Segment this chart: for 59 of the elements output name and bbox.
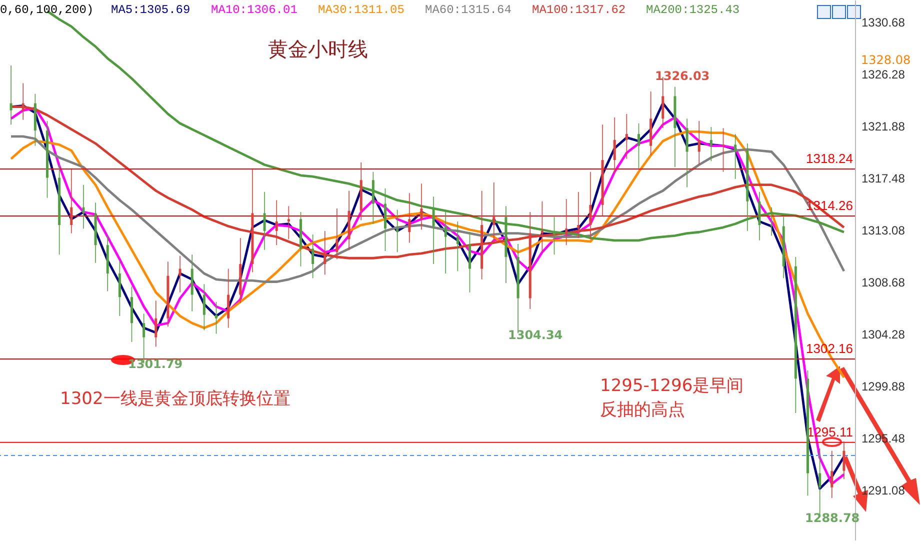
y-tick-label: 1317.48 [862, 171, 906, 186]
y-tick-label: 1308.68 [862, 275, 906, 290]
text: 黄金小时线 [268, 37, 368, 61]
annotation: 1295-1296是早间 [600, 376, 744, 396]
candlestick [456, 221, 459, 272]
candlestick [70, 169, 73, 234]
text: MA10:1306.01 [211, 3, 298, 17]
candlestick [830, 450, 834, 498]
candlestick [565, 198, 568, 246]
candlestick [734, 134, 737, 180]
candlestick [263, 192, 266, 250]
y-tick-label: 1304.28 [862, 328, 906, 342]
candlestick [408, 192, 411, 244]
candlestick [275, 200, 278, 246]
text: MA5:1305.69 [111, 3, 190, 17]
candlestick [698, 120, 700, 166]
candlestick [577, 192, 580, 238]
annotation: 1304.34 [508, 328, 563, 342]
y-tick-label: 1313.08 [862, 223, 906, 238]
candlestick [722, 128, 724, 172]
annotation: 1326.03 [655, 69, 710, 83]
candlestick [82, 184, 85, 229]
candlestick [492, 182, 496, 242]
annotation: 1301.79 [128, 357, 183, 371]
legend-title: 0,60,100,200) [0, 3, 94, 17]
candlestick [202, 284, 206, 331]
candlestick [312, 234, 314, 279]
candlestick [227, 268, 230, 328]
text: MA30:1311.05 [318, 3, 404, 17]
y-tick-label: 1291.08 [862, 484, 906, 498]
ref-line-label: 1318.24 [806, 151, 853, 166]
candlestick [420, 183, 423, 230]
y-tick-label: 1299.88 [862, 380, 906, 394]
text: MA200:1325.43 [646, 3, 740, 17]
annotation: 1288.78 [805, 511, 860, 525]
candlestick [540, 200, 544, 253]
annotation: 1302一线是黄金顶底转换位置 [60, 389, 290, 409]
candlestick [638, 122, 640, 169]
y-tick-label: 1326.28 [862, 67, 906, 82]
candlestick [686, 118, 688, 188]
candlestick [372, 171, 374, 224]
candlestick [287, 206, 290, 240]
candlestick [613, 117, 616, 175]
candlestick [154, 300, 158, 348]
text: MA100:1317.62 [532, 3, 626, 17]
y-tick-label: 1321.88 [862, 119, 906, 134]
candlestick [215, 301, 218, 334]
y-tick-label: 1330.68 [862, 15, 906, 30]
candlestick [118, 260, 121, 316]
candlestick [396, 209, 399, 253]
candlestick [625, 114, 628, 160]
candlestick [842, 440, 846, 480]
candlestick [710, 126, 712, 162]
candlestick [178, 255, 182, 293]
candlestick [589, 171, 592, 240]
candlestick [10, 65, 12, 125]
text: MA60:1315.64 [425, 3, 512, 17]
annotation: 反抽的高点 [600, 400, 685, 420]
text: 1328.08 [861, 53, 911, 67]
